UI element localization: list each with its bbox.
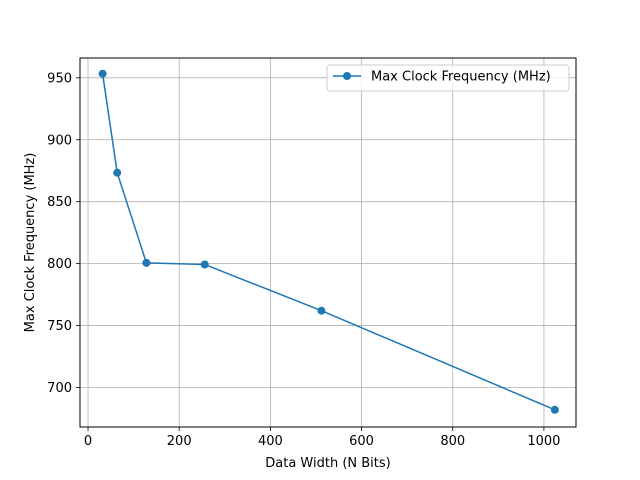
data-point (317, 306, 326, 315)
y-axis-label: Max Clock Frequency (MHz) (23, 153, 38, 333)
series-line (101, 73, 556, 411)
y-axis: 700 750 800 850 900 950 (47, 71, 80, 396)
y-tick-label: 750 (47, 319, 72, 334)
data-point (142, 258, 151, 267)
x-axis: 0 200 400 600 800 1000 (84, 427, 560, 449)
data-point (550, 405, 559, 414)
legend-label: Max Clock Frequency (MHz) (371, 70, 551, 85)
x-tick-label: 600 (349, 434, 374, 449)
series-layer (98, 69, 559, 414)
x-tick-label: 800 (440, 434, 465, 449)
x-axis-label: Data Width (N Bits) (265, 456, 390, 471)
data-point (200, 260, 209, 269)
data-point (98, 69, 107, 78)
x-tick-label: 400 (258, 434, 283, 449)
x-tick-label: 0 (84, 434, 92, 449)
legend-box (326, 64, 570, 92)
legend: Max Clock Frequency (MHz) (326, 64, 570, 92)
data-point (113, 168, 122, 177)
y-tick-label: 950 (47, 71, 72, 86)
y-tick-label: 850 (47, 195, 72, 210)
plot-frame (79, 57, 577, 428)
legend-marker-swatch (343, 72, 351, 80)
y-tick-label: 700 (47, 381, 72, 396)
x-tick-label: 200 (167, 434, 192, 449)
y-tick-label: 900 (47, 133, 72, 148)
y-tick-label: 800 (47, 257, 72, 272)
x-tick-label: 1000 (527, 434, 560, 449)
